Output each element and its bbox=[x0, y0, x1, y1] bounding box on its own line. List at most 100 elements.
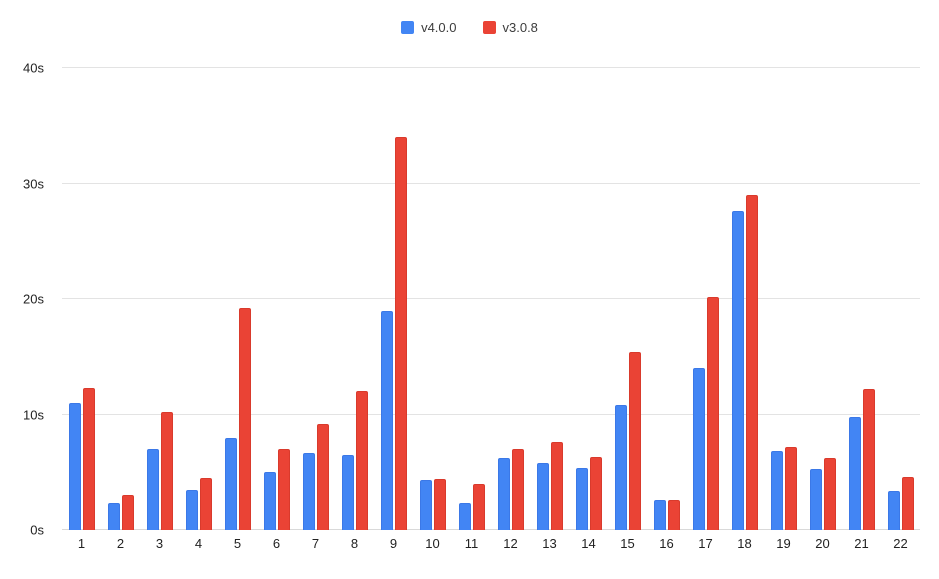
bar-group bbox=[803, 68, 842, 530]
bar-v4.0.0-1 bbox=[68, 402, 81, 530]
bar-group bbox=[101, 68, 140, 530]
legend-label-v400: v4.0.0 bbox=[421, 20, 457, 35]
bar-v3.0.8-16 bbox=[667, 499, 680, 530]
bar-v4.0.0-14 bbox=[575, 467, 588, 530]
bar-group bbox=[335, 68, 374, 530]
bar-v4.0.0-19 bbox=[770, 451, 783, 530]
gridline bbox=[62, 182, 920, 184]
bar-v4.0.0-22 bbox=[887, 490, 900, 530]
x-tick-label: 22 bbox=[893, 536, 908, 551]
bar-v3.0.8-11 bbox=[472, 483, 485, 530]
bar-group bbox=[413, 68, 452, 530]
bar-group bbox=[179, 68, 218, 530]
x-tick-label: 5 bbox=[233, 536, 242, 551]
bar-group bbox=[257, 68, 296, 530]
x-tick-label: 4 bbox=[194, 536, 203, 551]
plot-area bbox=[62, 67, 920, 530]
bar-group bbox=[647, 68, 686, 530]
bar-v4.0.0-20 bbox=[809, 468, 822, 530]
y-tick-label: 10s bbox=[23, 407, 44, 422]
y-tick-label: 20s bbox=[23, 291, 44, 307]
bar-v3.0.8-13 bbox=[550, 442, 563, 530]
x-tick-label: 19 bbox=[776, 536, 791, 551]
bar-v4.0.0-16 bbox=[653, 499, 666, 530]
bar-group bbox=[296, 68, 335, 530]
bar-v4.0.0-3 bbox=[146, 449, 159, 530]
gridline bbox=[62, 298, 920, 299]
y-tick-label: 0s bbox=[30, 522, 44, 538]
bar-v3.0.8-9 bbox=[394, 137, 407, 530]
legend-swatch-v400 bbox=[401, 21, 415, 34]
bar-group bbox=[842, 68, 881, 530]
x-tick-label: 12 bbox=[503, 536, 518, 551]
bar-v4.0.0-5 bbox=[224, 437, 237, 530]
x-tick-label: 3 bbox=[155, 536, 164, 551]
bar-v4.0.0-13 bbox=[536, 463, 549, 530]
x-tick-label: 7 bbox=[311, 536, 320, 551]
x-tick-label: 17 bbox=[698, 536, 713, 551]
bar-v3.0.8-22 bbox=[901, 476, 914, 530]
bar-group bbox=[374, 68, 413, 530]
bar-v3.0.8-19 bbox=[784, 446, 797, 530]
bar-group bbox=[764, 68, 803, 530]
x-tick-label: 1 bbox=[77, 536, 86, 551]
bar-group bbox=[881, 68, 920, 530]
bar-group bbox=[491, 68, 530, 530]
bar-v4.0.0-7 bbox=[302, 452, 315, 530]
bar-v3.0.8-15 bbox=[628, 352, 641, 530]
bar-group bbox=[569, 68, 608, 530]
legend-swatch-v308 bbox=[482, 21, 496, 34]
bar-group bbox=[530, 68, 569, 530]
bar-group bbox=[140, 68, 179, 530]
legend-item-v400: v4.0.0 bbox=[401, 20, 457, 35]
bar-v3.0.8-17 bbox=[706, 296, 719, 530]
x-tick-label: 10 bbox=[425, 536, 440, 551]
x-tick-label: 8 bbox=[350, 536, 359, 551]
bar-v4.0.0-10 bbox=[419, 480, 432, 530]
bar-v3.0.8-1 bbox=[82, 387, 95, 530]
bar-v3.0.8-6 bbox=[277, 449, 290, 530]
bar-v3.0.8-8 bbox=[355, 391, 368, 530]
bar-v4.0.0-17 bbox=[692, 368, 705, 530]
bar-v4.0.0-2 bbox=[107, 503, 120, 530]
bar-v3.0.8-20 bbox=[823, 458, 836, 530]
x-tick-label: 13 bbox=[542, 536, 557, 551]
y-tick-label: 40s bbox=[23, 60, 44, 76]
x-tick-label: 6 bbox=[272, 536, 281, 551]
bar-v3.0.8-14 bbox=[589, 457, 602, 530]
bar-v4.0.0-12 bbox=[497, 458, 510, 530]
x-tick-label: 15 bbox=[620, 536, 635, 551]
bar-v4.0.0-11 bbox=[458, 503, 471, 530]
bar-v3.0.8-5 bbox=[238, 308, 251, 530]
y-tick-label: 30s bbox=[23, 176, 44, 191]
gridline bbox=[62, 413, 920, 415]
bar-v4.0.0-9 bbox=[380, 310, 393, 530]
bar-group bbox=[686, 68, 725, 530]
bar-v3.0.8-3 bbox=[160, 412, 173, 530]
bar-v3.0.8-2 bbox=[121, 495, 134, 530]
bar-group bbox=[452, 68, 491, 530]
x-tick-label: 2 bbox=[116, 536, 125, 551]
bar-v3.0.8-4 bbox=[199, 478, 212, 530]
gridline bbox=[62, 529, 920, 530]
x-axis: 1 2 3 4 5 6 7 8 9 10 11 12 13 14 15 16 17 18 19 20 21 22 bbox=[62, 536, 920, 551]
bar-v3.0.8-10 bbox=[433, 479, 446, 530]
bar-group bbox=[608, 68, 647, 530]
gridline bbox=[62, 67, 920, 68]
bar-group bbox=[725, 68, 764, 530]
x-tick-label: 21 bbox=[854, 536, 869, 551]
bar-v4.0.0-15 bbox=[614, 405, 627, 530]
bar-v4.0.0-21 bbox=[848, 416, 861, 530]
bar-v3.0.8-7 bbox=[316, 423, 329, 530]
bar-group bbox=[218, 68, 257, 530]
bar-v4.0.0-6 bbox=[263, 472, 276, 530]
x-tick-label: 20 bbox=[815, 536, 830, 551]
x-tick-label: 18 bbox=[737, 536, 752, 551]
legend-label-v308: v3.0.8 bbox=[502, 20, 538, 35]
bar-v4.0.0-4 bbox=[185, 489, 198, 530]
bar-v3.0.8-21 bbox=[862, 389, 875, 530]
x-tick-label: 9 bbox=[389, 536, 398, 551]
bar-v4.0.0-8 bbox=[341, 454, 354, 530]
y-axis: 0s 10s 20s 30s 40s bbox=[0, 61, 54, 538]
